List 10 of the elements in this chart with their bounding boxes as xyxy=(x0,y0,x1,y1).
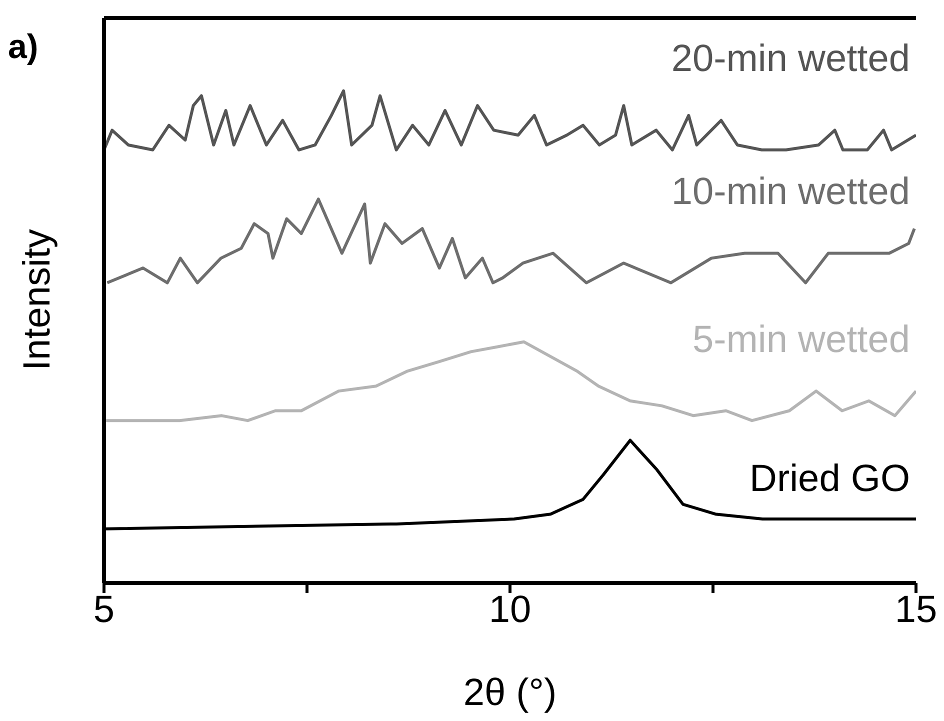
y-axis-title: Intensity xyxy=(16,228,58,370)
x-axis-title: 2θ (°) xyxy=(463,672,557,714)
x-tick-label: 10 xyxy=(488,588,532,631)
x-tick-label: 5 xyxy=(93,588,115,631)
x-tick-label: 15 xyxy=(894,588,938,631)
series-label: 5-min wetted xyxy=(692,318,910,362)
series-label: 20-min wetted xyxy=(671,36,910,81)
chart-title: a) xyxy=(8,28,38,67)
series-label: Dried GO xyxy=(750,456,910,501)
series-label: 10-min wetted xyxy=(671,170,910,214)
